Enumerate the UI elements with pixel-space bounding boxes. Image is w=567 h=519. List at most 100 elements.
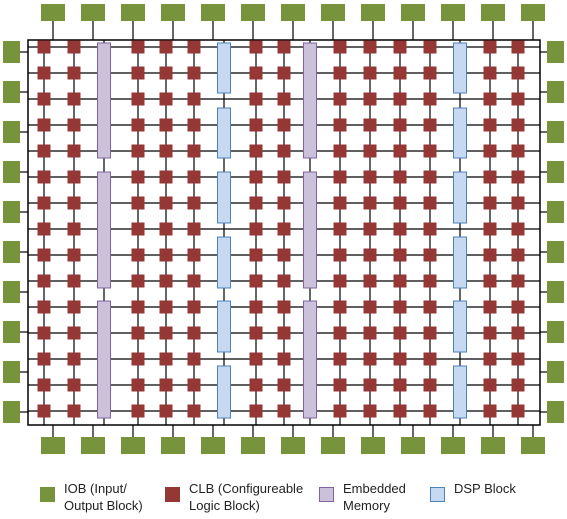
clb-block	[159, 40, 173, 54]
clb-block	[249, 40, 263, 54]
clb-block	[277, 222, 291, 236]
clb-block	[67, 248, 81, 262]
clb-block	[393, 300, 407, 314]
clb-block	[277, 248, 291, 262]
clb-block	[363, 326, 377, 340]
iob-block-right	[547, 241, 564, 263]
iob-block-bottom	[441, 437, 465, 454]
clb-block	[393, 170, 407, 184]
legend-dsp-line1: DSP Block	[454, 481, 516, 496]
clb-block	[393, 326, 407, 340]
clb-block	[393, 404, 407, 418]
clb-block	[159, 92, 173, 106]
clb-block	[363, 144, 377, 158]
dsp-block	[453, 365, 467, 419]
clb-block	[37, 300, 51, 314]
clb-block	[159, 118, 173, 132]
clb-block	[249, 118, 263, 132]
clb-block	[131, 274, 145, 288]
clb-block	[363, 66, 377, 80]
legend-iob-line2: Output Block)	[64, 498, 143, 513]
embedded-memory-block	[97, 42, 111, 159]
clb-block	[423, 66, 437, 80]
clb-block	[363, 40, 377, 54]
iob-block-bottom	[201, 437, 225, 454]
clb-block	[277, 66, 291, 80]
iob-block-left	[3, 401, 20, 423]
embedded-memory-block	[97, 171, 111, 289]
clb-block	[277, 378, 291, 392]
clb-block	[249, 248, 263, 262]
clb-block	[423, 378, 437, 392]
clb-block	[483, 196, 497, 210]
clb-block	[37, 92, 51, 106]
clb-block	[333, 404, 347, 418]
iob-block-top	[241, 4, 265, 21]
clb-block	[187, 40, 201, 54]
clb-block	[37, 144, 51, 158]
clb-block	[423, 92, 437, 106]
clb-block	[159, 196, 173, 210]
clb-block	[483, 300, 497, 314]
iob-block-bottom	[401, 437, 425, 454]
embedded-memory-block	[303, 300, 317, 419]
clb-block	[363, 196, 377, 210]
clb-block	[131, 300, 145, 314]
clb-block	[131, 144, 145, 158]
clb-block	[187, 404, 201, 418]
clb-block	[511, 66, 525, 80]
iob-block-right	[547, 161, 564, 183]
clb-block	[67, 222, 81, 236]
clb-block	[67, 300, 81, 314]
iob-block-left	[3, 361, 20, 383]
clb-block	[333, 352, 347, 366]
clb-block	[363, 118, 377, 132]
clb-block	[423, 170, 437, 184]
clb-block	[277, 40, 291, 54]
clb-block	[423, 404, 437, 418]
clb-block	[67, 378, 81, 392]
clb-block	[249, 66, 263, 80]
clb-block	[363, 248, 377, 262]
clb-block	[483, 274, 497, 288]
legend-item-dsp: DSP Block	[430, 480, 516, 502]
iob-block-top	[481, 4, 505, 21]
clb-block	[511, 274, 525, 288]
clb-block	[187, 144, 201, 158]
iob-swatch-icon	[40, 487, 55, 502]
clb-block	[37, 378, 51, 392]
clb-block	[187, 274, 201, 288]
clb-block	[423, 248, 437, 262]
clb-block	[187, 222, 201, 236]
legend-item-iob: IOB (Input/ Output Block)	[40, 480, 143, 514]
iob-block-right	[547, 121, 564, 143]
clb-block	[187, 352, 201, 366]
clb-block	[37, 274, 51, 288]
iob-block-right	[547, 81, 564, 103]
iob-block-left	[3, 41, 20, 63]
clb-block	[187, 300, 201, 314]
clb-block	[483, 40, 497, 54]
clb-block	[249, 300, 263, 314]
clb-block	[483, 144, 497, 158]
clb-block	[511, 144, 525, 158]
clb-block	[483, 118, 497, 132]
clb-block	[423, 300, 437, 314]
fpga-fabric-diagram	[3, 4, 564, 454]
iob-block-top	[41, 4, 65, 21]
iob-block-bottom	[121, 437, 145, 454]
dsp-block	[453, 300, 467, 353]
legend-item-clb: CLB (Configureable Logic Block)	[165, 480, 303, 514]
legend-memory-line1: Embedded	[343, 481, 406, 496]
dsp-swatch-icon	[430, 487, 445, 502]
clb-block	[159, 222, 173, 236]
clb-block	[511, 222, 525, 236]
iob-block-top	[81, 4, 105, 21]
iob-block-right	[547, 201, 564, 223]
clb-block	[159, 326, 173, 340]
clb-block	[67, 404, 81, 418]
clb-block	[131, 196, 145, 210]
clb-block	[483, 326, 497, 340]
legend-item-memory: Embedded Memory	[319, 480, 406, 514]
iob-block-top	[401, 4, 425, 21]
